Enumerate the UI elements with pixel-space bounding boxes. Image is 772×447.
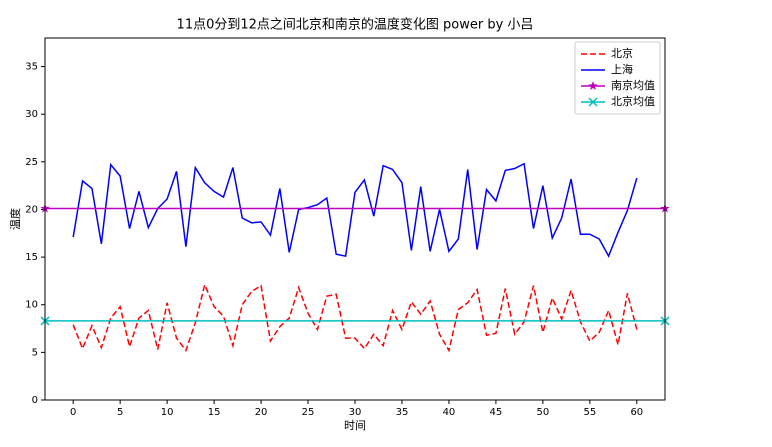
x-tick-label: 35: [396, 407, 409, 418]
y-axis-label: 温度: [8, 208, 22, 230]
x-tick-label: 30: [349, 407, 362, 418]
x-tick-label: 50: [537, 407, 550, 418]
x-tick-label: 5: [117, 407, 123, 418]
x-axis-label: 时间: [344, 419, 366, 432]
series-line: [72, 162, 638, 258]
legend-label: 北京: [611, 46, 633, 60]
legend-box: [574, 41, 661, 115]
x-tick-label: 10: [161, 407, 174, 418]
x-tick-label: 45: [490, 407, 503, 418]
y-tick-label: 0: [32, 395, 38, 406]
plot-frame: [44, 37, 666, 401]
x-tick-label: 40: [443, 407, 456, 418]
marker: [588, 81, 598, 91]
x-tick-label: 0: [70, 407, 76, 418]
y-tick-label: 30: [25, 109, 38, 120]
chart-title: 11点0分到12点之间北京和南京的温度变化图 power by 小吕: [177, 17, 534, 33]
y-tick-label: 5: [32, 347, 38, 358]
marker: [588, 97, 598, 107]
legend-label: 南京均值: [611, 78, 655, 92]
y-tick-label: 20: [25, 204, 38, 215]
x-tick-label: 55: [583, 407, 596, 418]
y-tick-label: 10: [25, 300, 38, 311]
legend-label: 上海: [611, 62, 633, 76]
x-tick-label: 25: [302, 407, 315, 418]
x-tick-label: 20: [255, 407, 268, 418]
y-tick-label: 35: [25, 62, 38, 73]
x-tick-label: 15: [208, 407, 221, 418]
series-line: [72, 282, 638, 353]
y-tick-label: 25: [25, 157, 38, 168]
x-tick-label: 60: [630, 407, 643, 418]
y-tick-label: 15: [25, 252, 38, 263]
legend-label: 北京均值: [611, 94, 655, 108]
